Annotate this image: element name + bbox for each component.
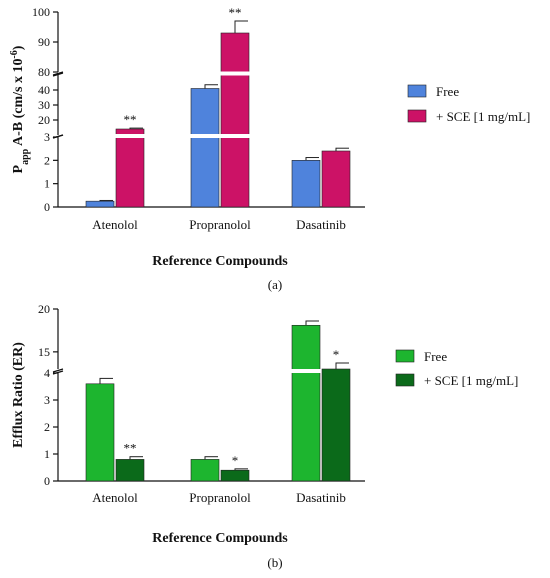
- bar: [291, 160, 321, 208]
- bar: [321, 150, 351, 208]
- bar: [85, 200, 115, 208]
- bar-break-gap: [190, 134, 220, 138]
- y-axis-title-part: app: [20, 148, 31, 165]
- y-tick-label: 15: [38, 345, 50, 359]
- axis-break-mark: [52, 72, 64, 77]
- x-category-label: Dasatinib: [296, 217, 346, 232]
- y-tick-label: 40: [38, 83, 50, 97]
- axis-break-mark: [52, 368, 64, 373]
- panel-label: (a): [268, 277, 282, 292]
- legend-swatch: [395, 349, 415, 363]
- x-category-label: Propranolol: [189, 490, 251, 505]
- bar-break-gap: [115, 134, 145, 138]
- x-axis-title: Reference Compounds: [152, 531, 288, 546]
- bar: [115, 459, 145, 482]
- y-axis-title-part: ): [11, 45, 26, 50]
- x-axis-title: Reference Compounds: [152, 254, 288, 269]
- y-tick-label: 20: [38, 113, 50, 127]
- significance-label: **: [124, 112, 137, 127]
- legend-swatch: [407, 84, 427, 98]
- x-category-label: Atenolol: [92, 490, 138, 505]
- bar: [321, 368, 351, 482]
- significance-label: *: [333, 347, 340, 362]
- y-tick-label: 4: [44, 366, 50, 380]
- legend-label: Free: [424, 349, 447, 364]
- axis-break-mark: [52, 370, 64, 375]
- y-axis-title-text: Efflux Ratio (ER): [11, 342, 26, 448]
- y-tick-label: 2: [44, 420, 50, 434]
- bar: [190, 459, 220, 482]
- y-tick-label: 30: [38, 98, 50, 112]
- legend-label: + SCE [1 mg/mL]: [436, 109, 530, 124]
- y-tick-label: 0: [44, 200, 50, 214]
- bar: [291, 324, 321, 482]
- y-axis-title-part: -6: [9, 50, 20, 58]
- significance-label: **: [124, 441, 137, 456]
- y-tick-label: 20: [38, 302, 50, 316]
- significance-label: *: [232, 453, 239, 468]
- y-axis-title-part: A-B (cm/s x 10: [11, 59, 26, 149]
- y-axis-title-text: Papp A-B (cm/s x 10-6): [9, 45, 31, 173]
- y-axis-title-part: P: [11, 164, 26, 173]
- axis-break-mark: [52, 134, 64, 139]
- bar: [115, 128, 145, 208]
- y-tick-label: 3: [44, 393, 50, 407]
- legend-swatch: [407, 109, 427, 123]
- x-category-label: Dasatinib: [296, 490, 346, 505]
- significance-label: **: [229, 5, 242, 20]
- x-category-label: Atenolol: [92, 217, 138, 232]
- y-tick-label: 2: [44, 153, 50, 167]
- y-tick-label: 1: [44, 447, 50, 461]
- y-axis-title: Efflux Ratio (ER): [11, 342, 26, 448]
- bar: [85, 383, 115, 482]
- y-tick-label: 0: [44, 474, 50, 488]
- y-tick-label: 90: [38, 35, 50, 49]
- x-category-label: Propranolol: [189, 217, 251, 232]
- axis-break-mark: [52, 71, 64, 76]
- bar: [190, 88, 220, 208]
- panel-label: (b): [267, 555, 282, 570]
- legend-swatch: [395, 373, 415, 387]
- bar-break-gap: [220, 71, 250, 76]
- bar: [220, 32, 250, 208]
- legend-label: + SCE [1 mg/mL]: [424, 373, 518, 388]
- y-tick-label: 3: [44, 130, 50, 144]
- y-tick-label: 80: [38, 65, 50, 79]
- bar-break-gap: [291, 369, 321, 373]
- bar-break-gap: [220, 134, 250, 138]
- y-tick-label: 100: [32, 5, 50, 19]
- legend-label: Free: [436, 84, 459, 99]
- bar: [220, 469, 250, 482]
- y-axis-title: Papp A-B (cm/s x 10-6): [9, 45, 31, 173]
- y-tick-label: 1: [44, 177, 50, 191]
